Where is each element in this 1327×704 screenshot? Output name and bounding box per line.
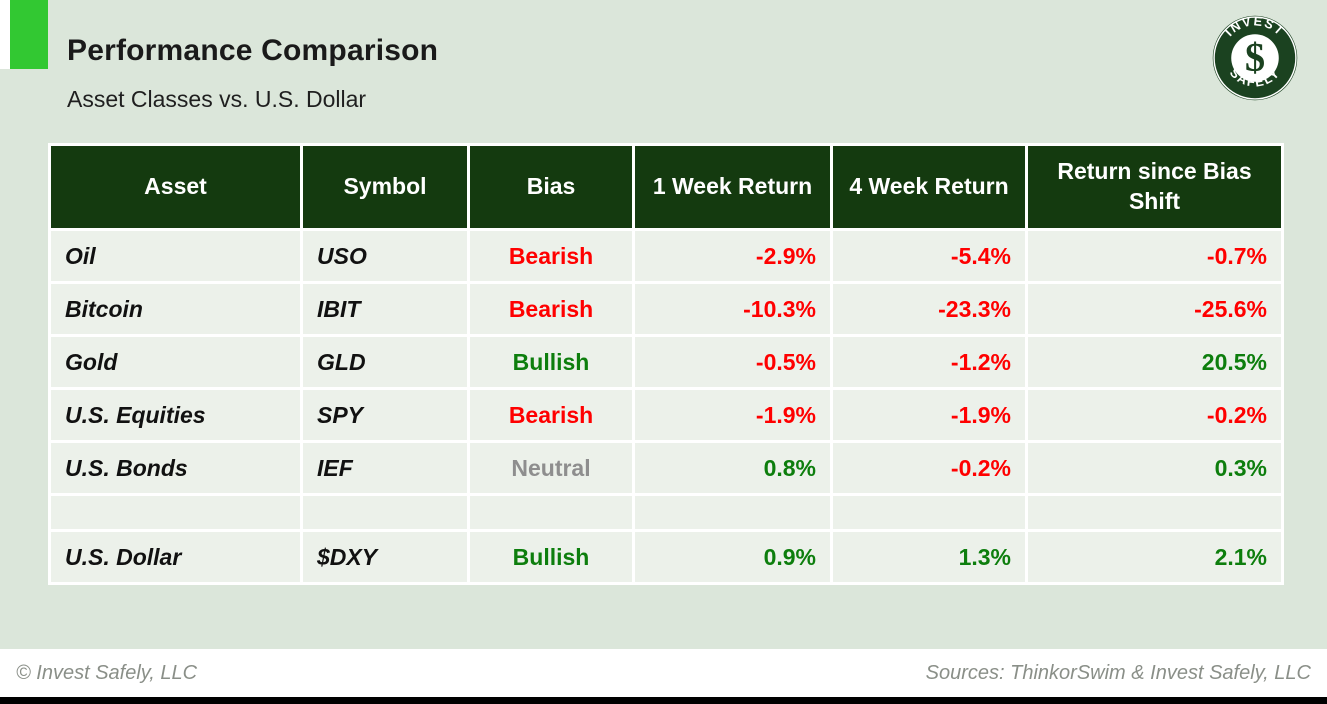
page-title: Performance Comparison — [67, 34, 439, 67]
page-subtitle: Asset Classes vs. U.S. Dollar — [67, 86, 367, 112]
week4-return-cell: 1.3% — [830, 529, 1028, 585]
week4-return-cell — [830, 493, 1028, 532]
bias-cell — [467, 493, 635, 532]
symbol-cell: SPY — [300, 387, 470, 443]
col-header-return-since-bias-shift: Return since Bias Shift — [1025, 143, 1284, 231]
week4-return-cell: -1.2% — [830, 334, 1028, 390]
symbol-cell: $DXY — [300, 529, 470, 585]
bias-cell: Bearish — [467, 387, 635, 443]
corner-accent-square — [10, 0, 48, 69]
since-shift-return-cell: -25.6% — [1025, 281, 1284, 337]
week1-return-cell: 0.8% — [632, 440, 833, 496]
symbol-cell: IEF — [300, 440, 470, 496]
week4-return-cell: -1.9% — [830, 387, 1028, 443]
asset-cell: Gold — [48, 334, 303, 390]
symbol-cell: IBIT — [300, 281, 470, 337]
asset-cell: U.S. Bonds — [48, 440, 303, 496]
asset-cell: U.S. Dollar — [48, 529, 303, 585]
table-row-us-dollar: U.S. Dollar $DXY Bullish 0.9% 1.3% 2.1% — [48, 529, 1284, 585]
since-shift-return-cell: 0.3% — [1025, 440, 1284, 496]
performance-table: Asset Symbol Bias 1 Week Return 4 Week R… — [48, 143, 1284, 585]
week1-return-cell: -2.9% — [632, 228, 833, 284]
slide-main: Performance Comparison Asset Classes vs.… — [0, 0, 1327, 649]
bias-cell: Bearish — [467, 228, 635, 284]
week4-return-cell: -0.2% — [830, 440, 1028, 496]
since-shift-return-cell: 20.5% — [1025, 334, 1284, 390]
bottom-bar — [0, 697, 1327, 704]
asset-cell: Bitcoin — [48, 281, 303, 337]
week4-return-cell: -5.4% — [830, 228, 1028, 284]
logo-inner-disc — [1231, 34, 1279, 82]
table-header-row: Asset Symbol Bias 1 Week Return 4 Week R… — [48, 143, 1284, 231]
symbol-cell — [300, 493, 470, 532]
col-header-asset: Asset — [48, 143, 303, 231]
table-row-gold: Gold GLD Bullish -0.5% -1.2% 20.5% — [48, 334, 1284, 390]
bias-cell: Bullish — [467, 334, 635, 390]
since-shift-return-cell: 2.1% — [1025, 529, 1284, 585]
since-shift-return-cell — [1025, 493, 1284, 532]
week1-return-cell — [632, 493, 833, 532]
table-row-bitcoin: Bitcoin IBIT Bearish -10.3% -23.3% -25.6… — [48, 281, 1284, 337]
asset-cell — [48, 493, 303, 532]
symbol-cell: USO — [300, 228, 470, 284]
bias-cell: Neutral — [467, 440, 635, 496]
footer: © Invest Safely, LLC Sources: ThinkorSwi… — [0, 649, 1327, 697]
asset-cell: Oil — [48, 228, 303, 284]
since-shift-return-cell: -0.7% — [1025, 228, 1284, 284]
since-shift-return-cell: -0.2% — [1025, 387, 1284, 443]
col-header-4-week-return: 4 Week Return — [830, 143, 1028, 231]
week1-return-cell: -1.9% — [632, 387, 833, 443]
table-row-oil: Oil USO Bearish -2.9% -5.4% -0.7% — [48, 228, 1284, 284]
corner-accent-backing — [0, 0, 10, 69]
week1-return-cell: -0.5% — [632, 334, 833, 390]
col-header-1-week-return: 1 Week Return — [632, 143, 833, 231]
bias-cell: Bearish — [467, 281, 635, 337]
invest-safely-logo: INVEST SAFELY $ — [1212, 14, 1298, 101]
week1-return-cell: -10.3% — [632, 281, 833, 337]
col-header-symbol: Symbol — [300, 143, 470, 231]
table-row-us-bonds: U.S. Bonds IEF Neutral 0.8% -0.2% 0.3% — [48, 440, 1284, 496]
table-row-spacer — [48, 493, 1284, 532]
week1-return-cell: 0.9% — [632, 529, 833, 585]
col-header-bias: Bias — [467, 143, 635, 231]
sources-text: Sources: ThinkorSwim & Invest Safely, LL… — [925, 661, 1311, 684]
bias-cell: Bullish — [467, 529, 635, 585]
table-row-us-equities: U.S. Equities SPY Bearish -1.9% -1.9% -0… — [48, 387, 1284, 443]
logo-monogram: $ — [1245, 34, 1265, 79]
week4-return-cell: -23.3% — [830, 281, 1028, 337]
copyright-text: © Invest Safely, LLC — [16, 661, 198, 684]
asset-cell: U.S. Equities — [48, 387, 303, 443]
symbol-cell: GLD — [300, 334, 470, 390]
